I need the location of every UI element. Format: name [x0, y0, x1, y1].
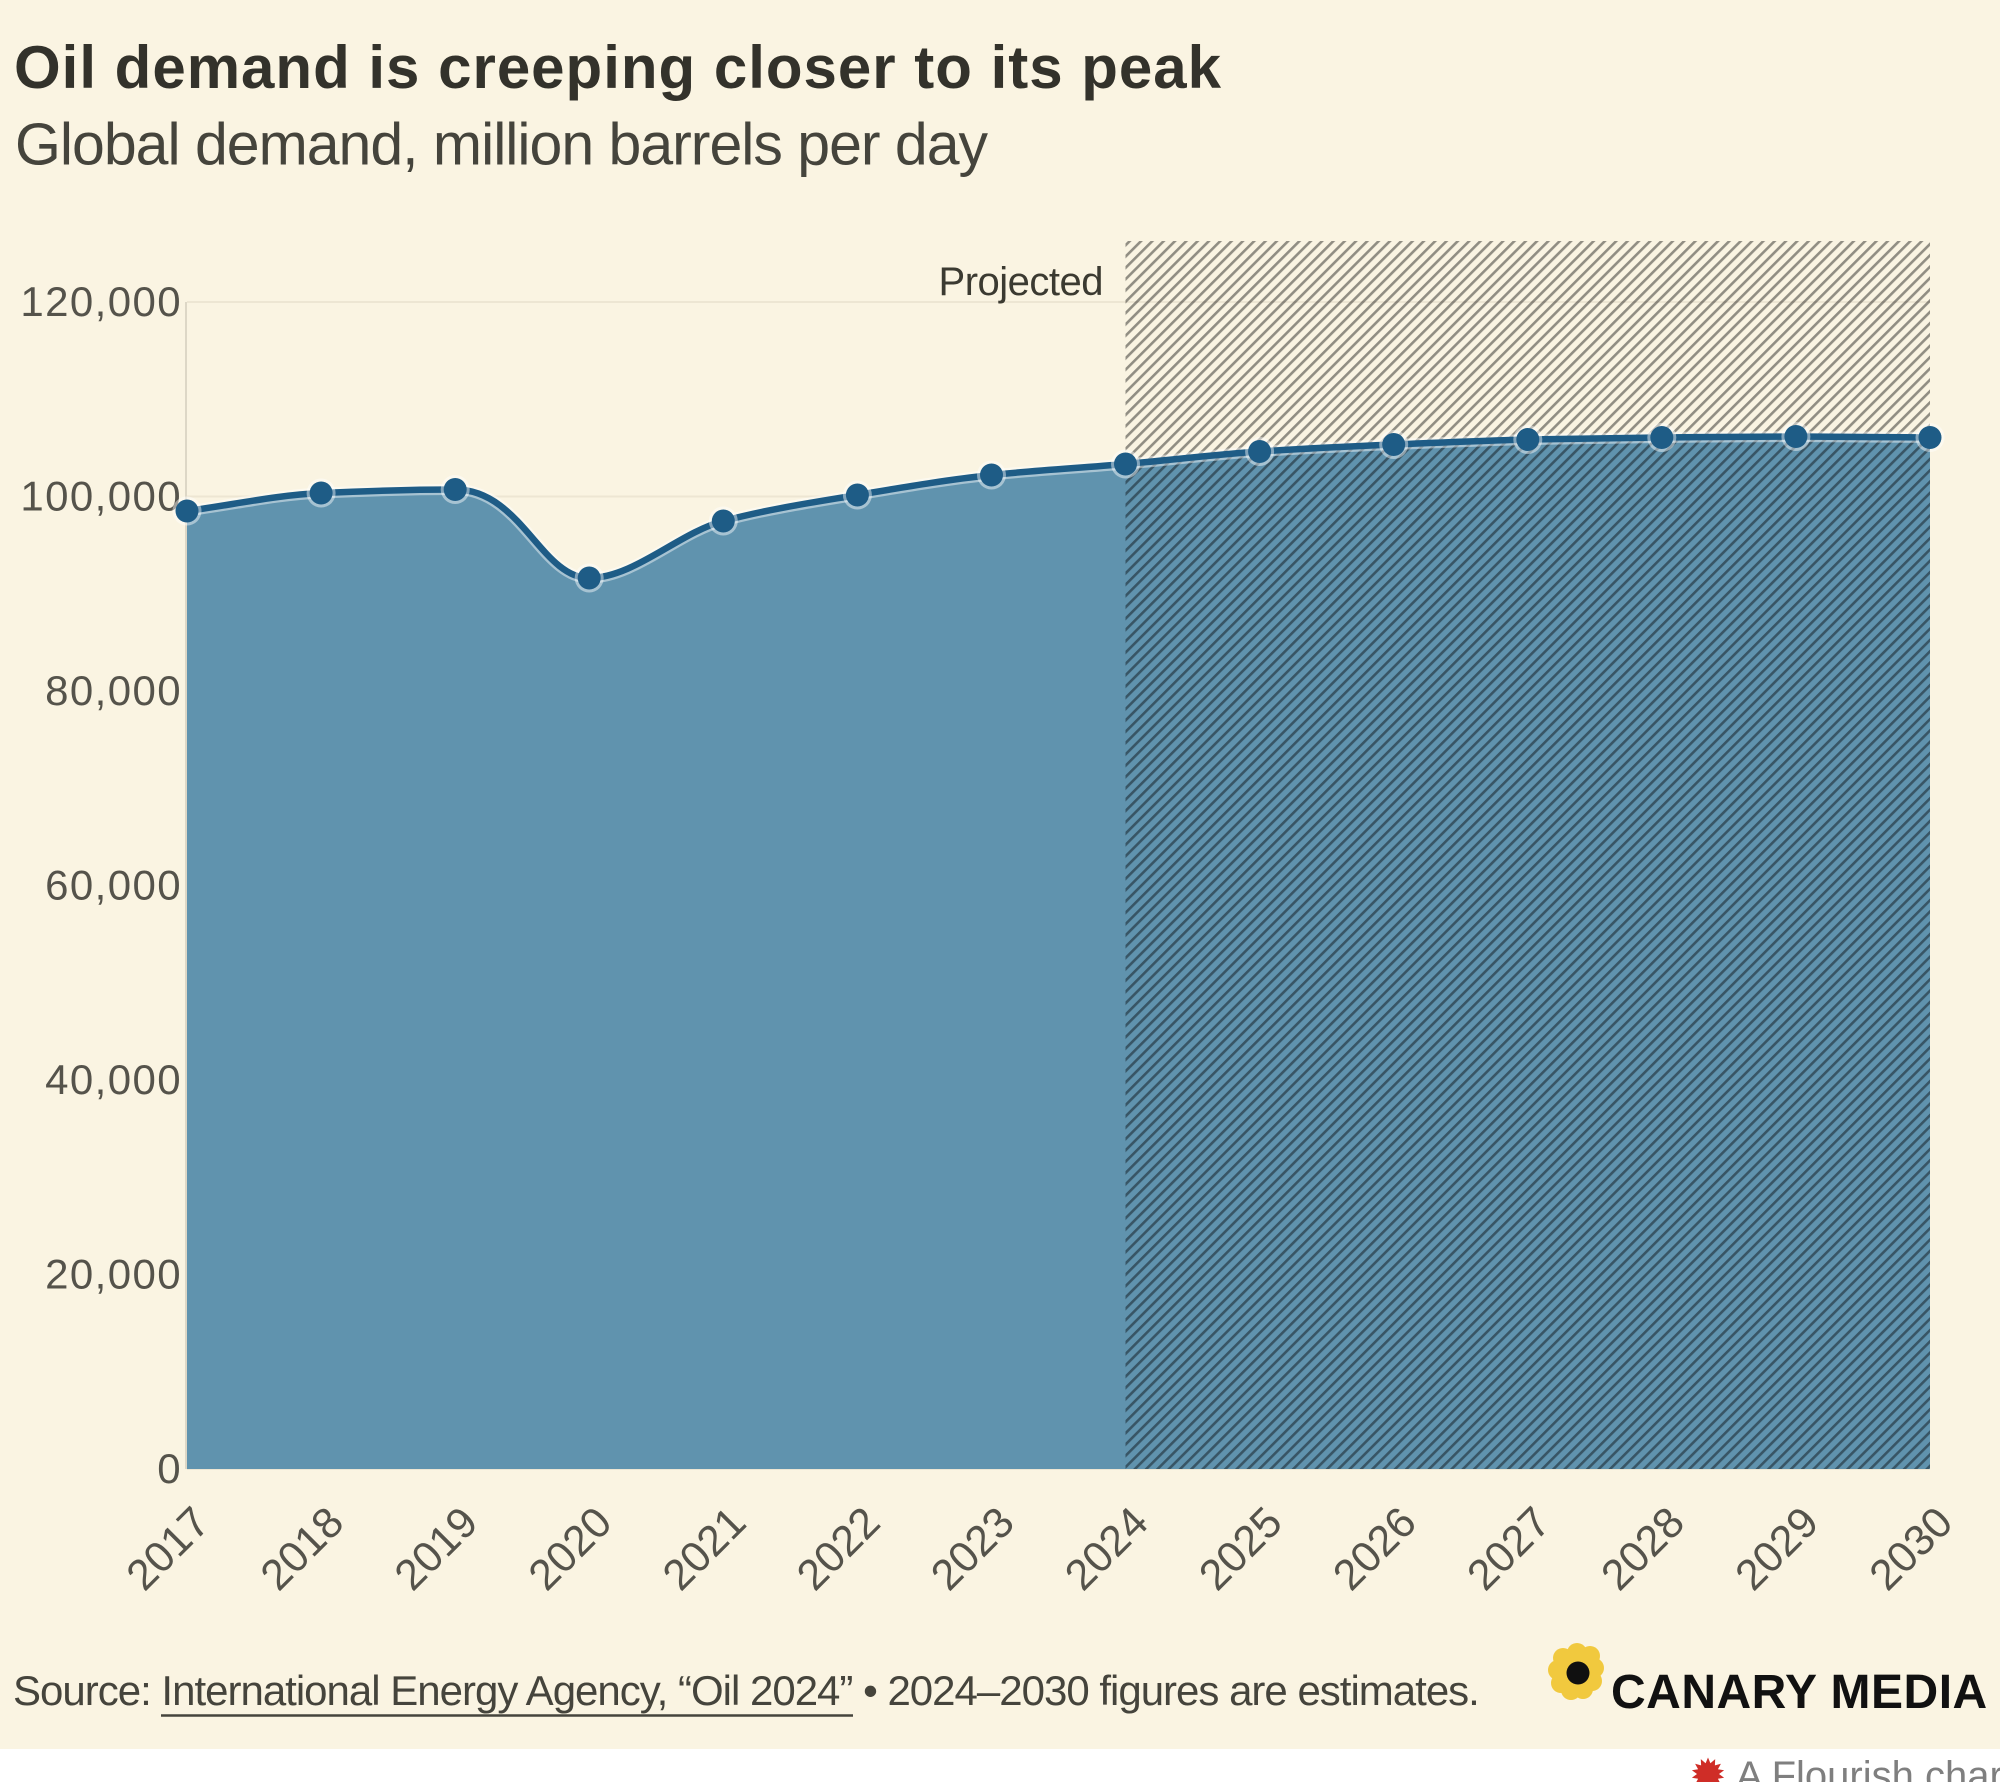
svg-text:Oil demand is creeping closer: Oil demand is creeping closer to its pea… — [14, 34, 1222, 101]
svg-text:CANARY MEDIA: CANARY MEDIA — [1611, 1666, 1988, 1719]
svg-text:120,000: 120,000 — [20, 278, 182, 325]
svg-text:20,000: 20,000 — [45, 1251, 182, 1298]
svg-text:80,000: 80,000 — [45, 667, 182, 714]
svg-text:100,000: 100,000 — [20, 473, 182, 520]
svg-text:60,000: 60,000 — [45, 862, 182, 909]
svg-text:Projected: Projected — [939, 260, 1103, 304]
svg-text:Source: International Energy A: Source: International Energy Agency, “Oi… — [13, 1667, 1479, 1714]
svg-text:0: 0 — [157, 1445, 182, 1492]
svg-text:A Flourish chart: A Flourish chart — [1736, 1754, 2000, 1782]
svg-text:40,000: 40,000 — [45, 1056, 182, 1103]
svg-text:Global demand, million barrels: Global demand, million barrels per day — [15, 112, 989, 178]
